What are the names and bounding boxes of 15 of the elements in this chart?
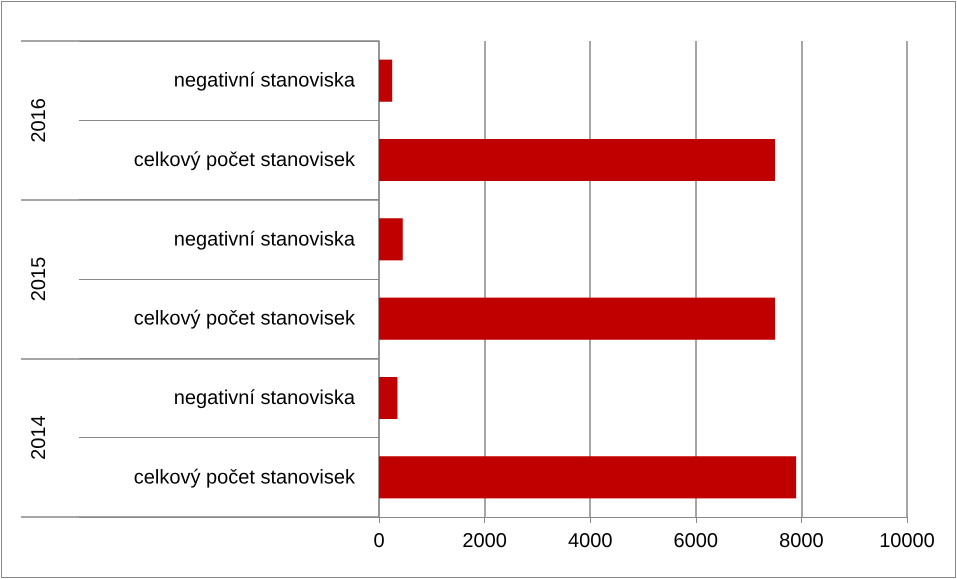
y-tick-label: negativní stanoviska bbox=[174, 387, 356, 409]
x-tick-label: 8000 bbox=[779, 530, 824, 552]
y-tick-label: negativní stanoviska bbox=[174, 70, 356, 92]
text: 2014 bbox=[28, 415, 50, 460]
y-tick-label: celkový počet stanovisek bbox=[134, 308, 356, 330]
x-tick-label: 10000 bbox=[879, 530, 935, 552]
y-tick-label: celkový počet stanovisek bbox=[134, 149, 356, 171]
x-tick-label: 0 bbox=[373, 530, 385, 552]
y-tick-label: negativní stanoviska bbox=[174, 228, 356, 250]
x-tick-label: 4000 bbox=[568, 530, 612, 552]
text: 2015 bbox=[28, 256, 50, 302]
x-tick-label: 2000 bbox=[462, 530, 507, 552]
text: 2016 bbox=[28, 98, 50, 143]
x-tick-label: 6000 bbox=[674, 530, 718, 552]
y-tick-label: celkový počet stanovisek bbox=[134, 466, 356, 488]
